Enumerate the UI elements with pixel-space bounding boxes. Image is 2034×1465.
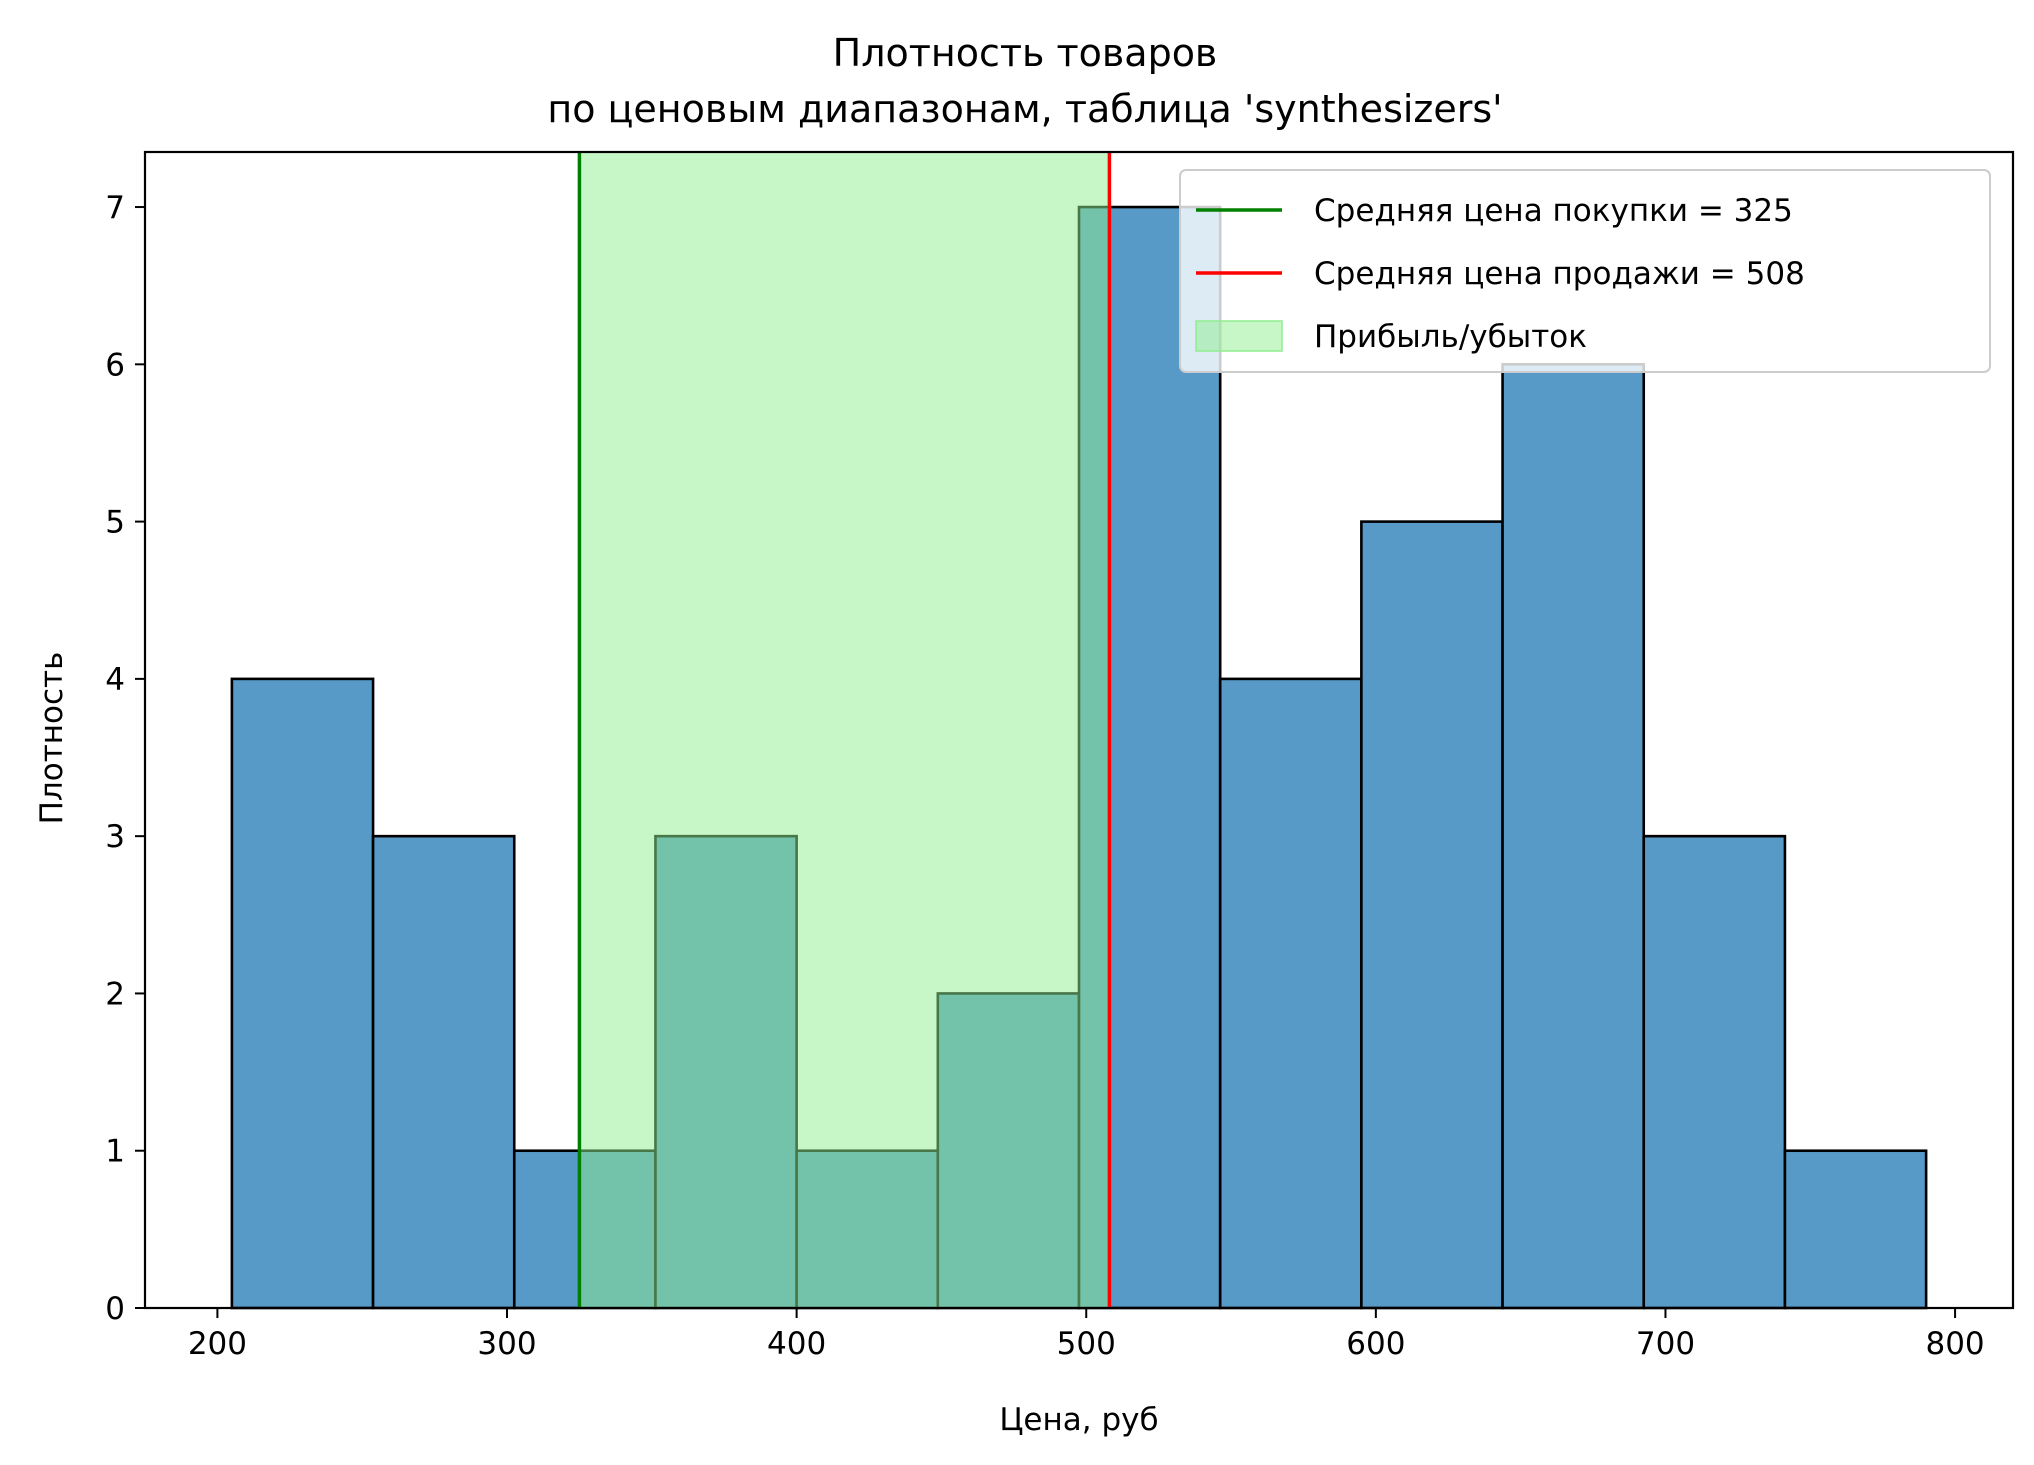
y-tick-label: 0 [105, 1291, 125, 1327]
x-tick-label: 200 [188, 1326, 247, 1362]
x-tick-label: 800 [1925, 1326, 1984, 1362]
x-tick-label: 500 [1057, 1326, 1116, 1362]
histogram-bar [1783, 1149, 1928, 1310]
legend-label: Средняя цена продажи = 508 [1314, 256, 1805, 292]
x-tick-label: 700 [1636, 1326, 1695, 1362]
y-tick-label: 5 [105, 505, 125, 541]
legend-label: Средняя цена покупки = 325 [1314, 193, 1793, 229]
profit-loss-span [579, 152, 1110, 1308]
y-axis-label: Плотность [34, 652, 70, 825]
legend-patch-swatch [1195, 320, 1283, 352]
x-tick-label: 400 [767, 1326, 826, 1362]
histogram-bar [1360, 520, 1504, 1310]
chart-title-line-1: Плотность товаров [833, 31, 1218, 75]
axes-frame [143, 150, 2015, 1310]
x-tick-label: 600 [1346, 1326, 1405, 1362]
y-tick-label: 2 [105, 976, 125, 1012]
histogram-bar [230, 677, 375, 1310]
y-tick-label: 7 [105, 190, 125, 226]
y-tick-label: 6 [105, 347, 125, 383]
histogram-bar [1642, 834, 1787, 1310]
x-axis-label: Цена, руб [999, 1402, 1158, 1438]
legend: Средняя цена покупки = 325 Средняя цена п… [1179, 169, 1991, 373]
plot-area: 200 300 400 500 600 700 800 0 1 2 3 4 5 6 7 [105, 150, 2015, 1362]
y-tick-label: 1 [105, 1134, 125, 1170]
chart-title-line-2: по ценовым диапазонам, таблица 'synthesi… [547, 87, 1502, 131]
histogram-bar [1218, 677, 1363, 1310]
x-tick-label: 300 [477, 1326, 536, 1362]
legend-box [1179, 169, 1991, 373]
legend-label: Прибыль/убыток [1314, 319, 1587, 355]
y-tick-label: 4 [105, 662, 125, 698]
histogram-bar [371, 834, 516, 1310]
y-tick-label: 3 [105, 819, 125, 855]
histogram-bar [1501, 363, 1646, 1310]
